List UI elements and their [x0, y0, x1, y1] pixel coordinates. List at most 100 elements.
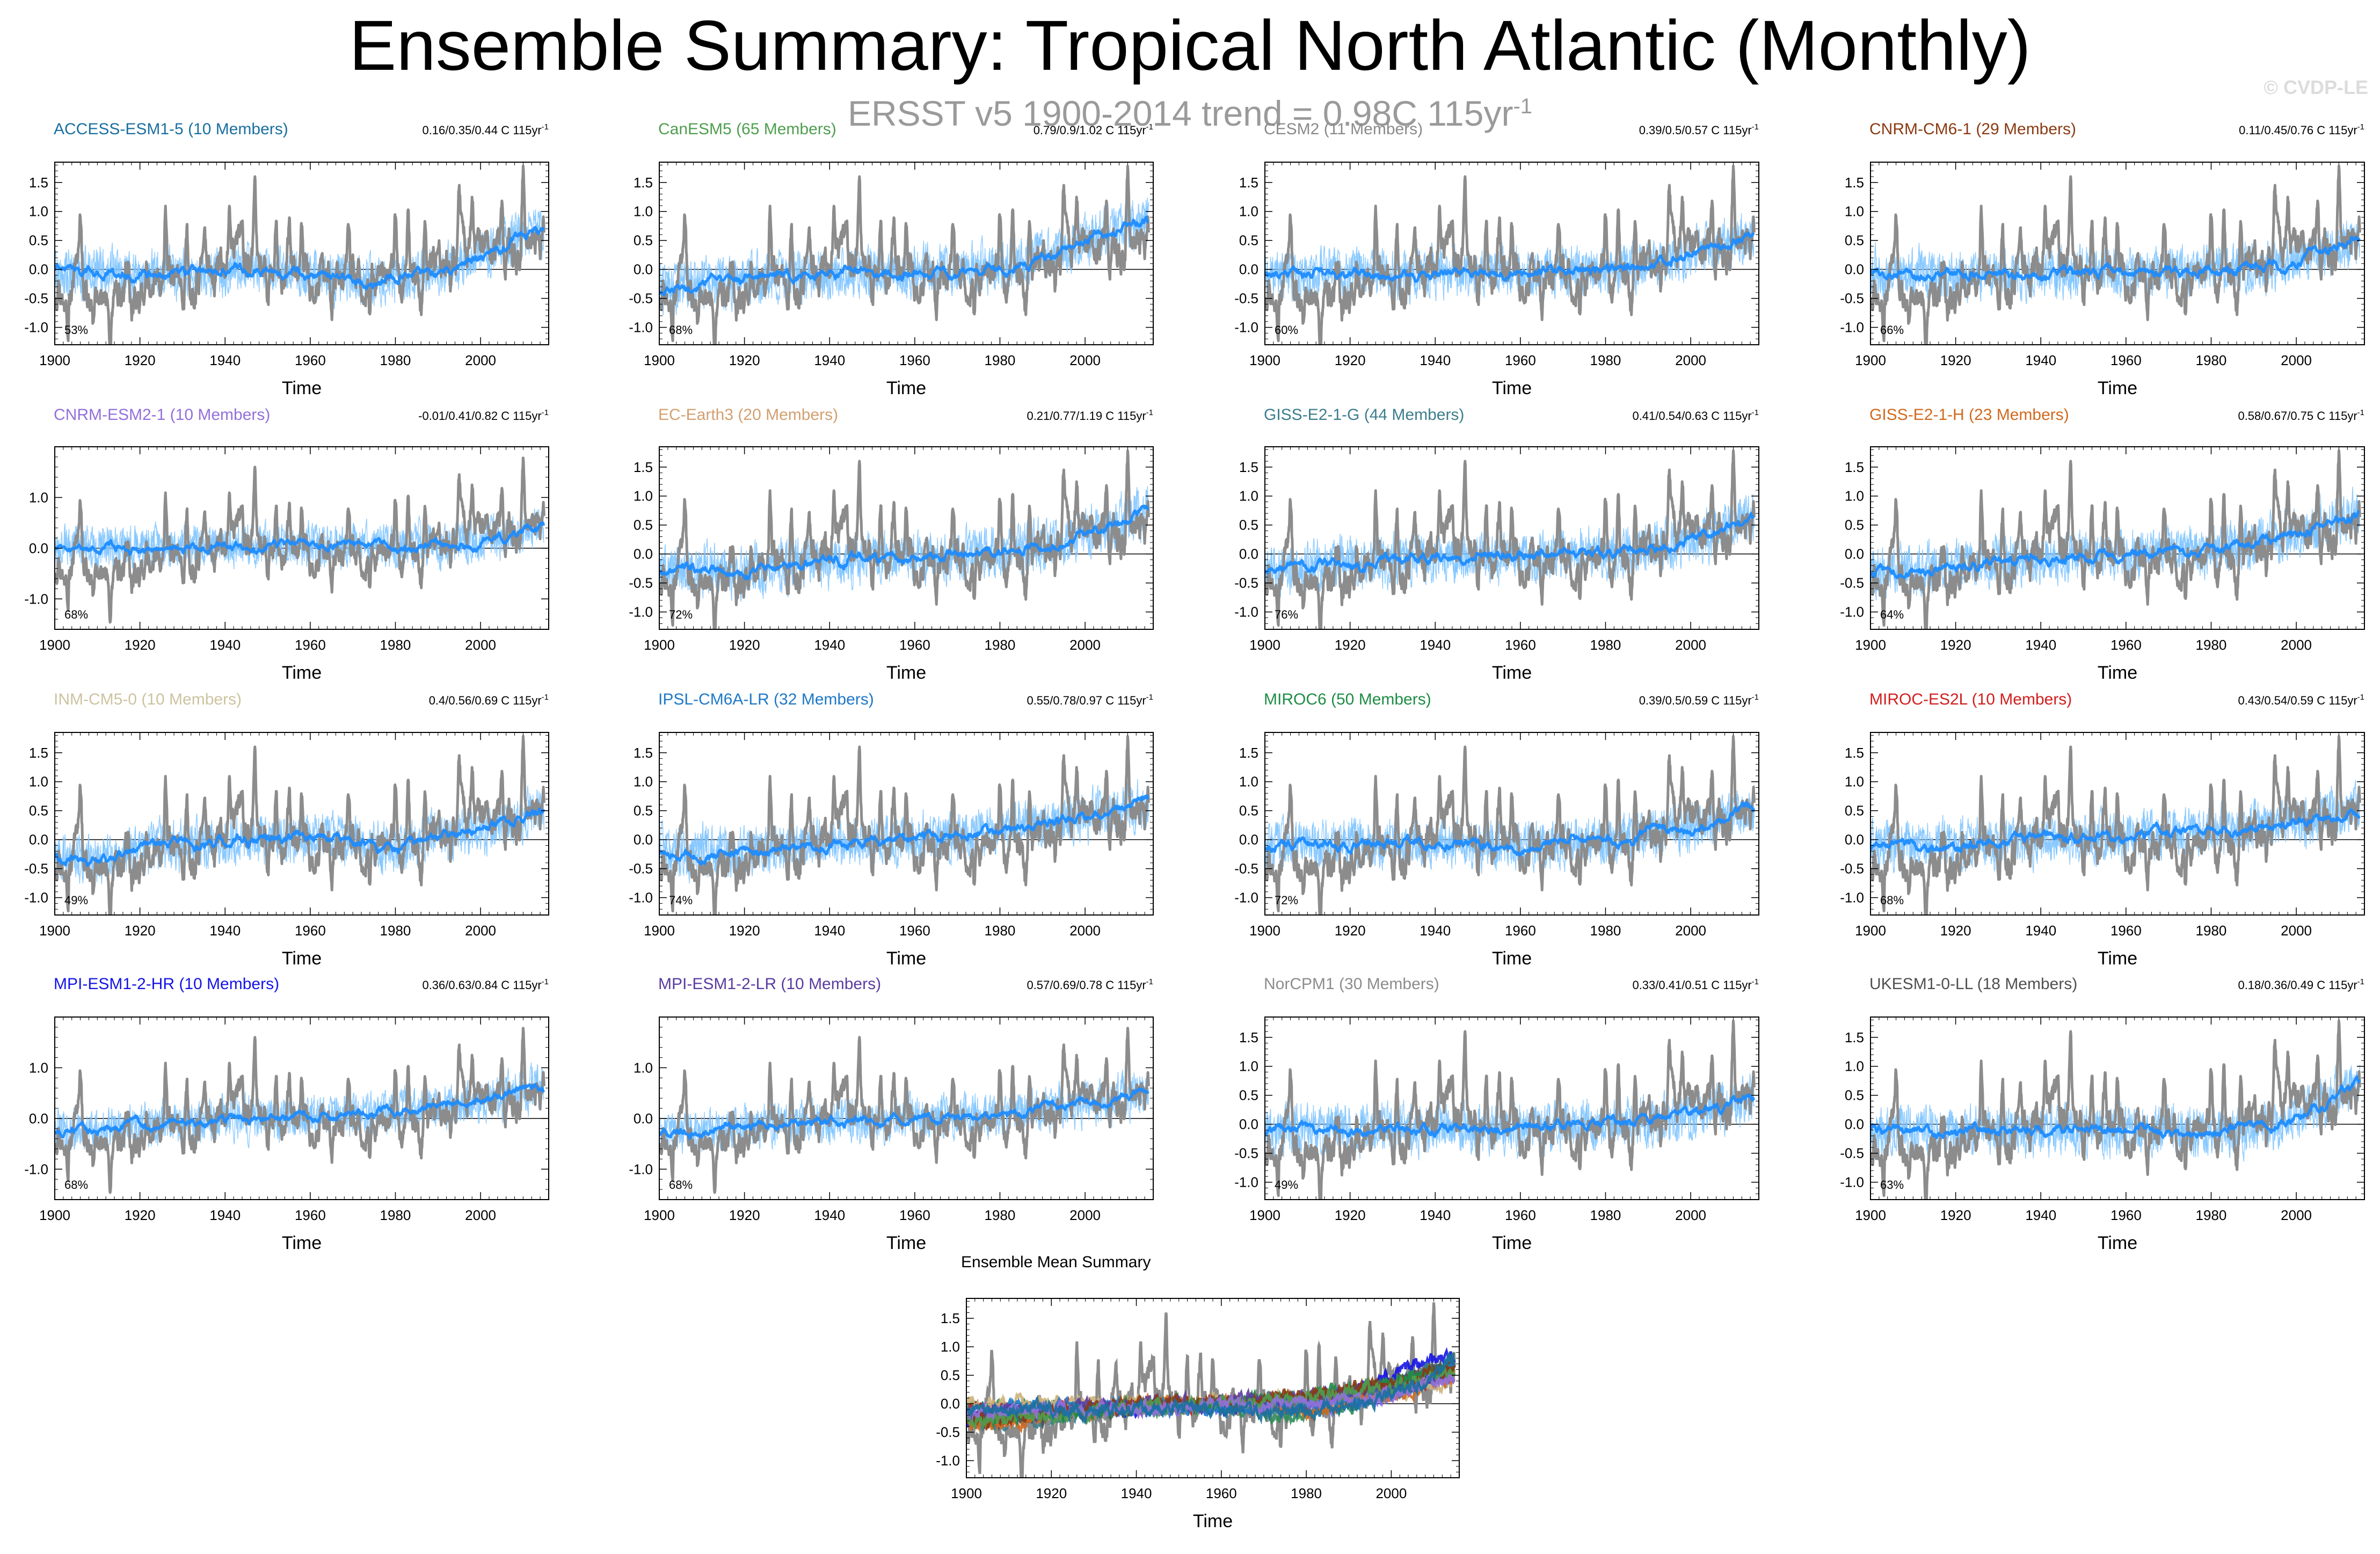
percent-label: 49% — [64, 894, 88, 907]
y-tick-label: 0.0 — [1239, 1116, 1258, 1132]
x-tick-label: 1960 — [295, 637, 326, 653]
panel-title: NorCPM1 (30 Members) — [1264, 975, 1439, 993]
x-axis-label: Time — [282, 663, 322, 683]
x-tick-label: 1900 — [39, 637, 70, 653]
x-tick-label: 2000 — [465, 352, 496, 368]
x-tick-label: 1940 — [209, 637, 241, 653]
x-tick-label: 1920 — [729, 352, 760, 368]
subtitle-exponent: -1 — [1513, 95, 1533, 118]
ensemble-mean-line — [55, 807, 545, 867]
plot-data — [659, 735, 1153, 915]
panel-title: GISS-E2-1-H (23 Members) — [1869, 406, 2069, 424]
x-axis-label: Time — [1492, 1233, 1532, 1253]
y-tick-label: -0.5 — [24, 861, 48, 877]
chart-panel: EC-Earth3 (20 Members) 0.21/0.77/1.19 C 1… — [629, 406, 1154, 683]
trend-exponent: -1 — [2357, 408, 2364, 417]
x-axis-label: Time — [2098, 663, 2137, 683]
plot-data — [55, 456, 549, 624]
y-tick-label: 1.0 — [29, 774, 48, 790]
panel-title: IPSL-CM6A-LR (32 Members) — [658, 691, 874, 708]
chart-panel: ACCESS-ESM1-5 (10 Members) 0.16/0.35/0.44… — [24, 120, 549, 398]
ensemble-mean-line — [659, 794, 1149, 866]
y-tick-label: 1.0 — [1845, 204, 1864, 220]
x-tick-label: 1980 — [380, 637, 411, 653]
trend-value: 0.39/0.5/0.57 C 115yr — [1639, 124, 1752, 137]
y-tick-label: 1.0 — [29, 489, 48, 505]
x-tick-label: 1900 — [1855, 1207, 1886, 1223]
x-tick-label: 1900 — [644, 352, 675, 368]
panel-title: ACCESS-ESM1-5 (10 Members) — [54, 120, 288, 138]
x-tick-label: 1940 — [2025, 637, 2056, 653]
x-tick-label: 1900 — [1249, 637, 1280, 653]
trend-value: 0.43/0.54/0.59 C 115yr — [2238, 694, 2357, 707]
x-tick-label: 1960 — [2110, 352, 2142, 368]
x-tick-label: 1940 — [1420, 923, 1451, 939]
y-tick-label: 0.0 — [634, 546, 653, 562]
trend-label: 0.18/0.36/0.49 C 115yr-1 — [2238, 977, 2364, 992]
observed-line — [1870, 449, 2361, 629]
ensemble-mean-line — [659, 1087, 1149, 1140]
trend-exponent: -1 — [1752, 693, 1759, 702]
chart-panel: MPI-ESM1-2-LR (10 Members) 0.57/0.69/0.78… — [629, 975, 1154, 1253]
percent-label: 49% — [1275, 1178, 1298, 1192]
y-tick-label: 1.0 — [29, 1059, 48, 1076]
x-tick-label: 2000 — [1069, 637, 1101, 653]
plot-data — [55, 1027, 549, 1194]
x-tick-label: 1920 — [1335, 1207, 1366, 1223]
x-tick-label: 1980 — [380, 923, 411, 939]
trend-value: 0.33/0.41/0.51 C 115yr — [1632, 978, 1751, 992]
plot-data — [966, 1302, 1459, 1478]
percent-label: 72% — [1275, 894, 1298, 907]
ensemble-mean-line — [1870, 1075, 2361, 1139]
x-tick-label: 1940 — [814, 1207, 845, 1223]
y-tick-label: 1.5 — [634, 459, 653, 475]
y-tick-label: 0.5 — [1239, 517, 1258, 533]
x-tick-label: 1920 — [125, 1207, 156, 1223]
trend-label: 0.43/0.54/0.59 C 115yr-1 — [2238, 693, 2364, 707]
x-tick-label: 1920 — [1940, 637, 1971, 653]
x-axis-label: Time — [1492, 948, 1532, 969]
x-axis-label: Time — [1492, 663, 1532, 683]
y-tick-label: 1.0 — [634, 1059, 653, 1076]
chart-panel: INM-CM5-0 (10 Members) 0.4/0.56/0.69 C 11… — [24, 691, 549, 969]
x-tick-label: 1960 — [295, 352, 326, 368]
chart-panel: Ensemble Mean Summary -1.0 -0.5 0.0 0.5 1.0 1.… — [936, 1253, 1460, 1531]
x-tick-label: 1920 — [125, 637, 156, 653]
y-tick-label: 0.0 — [29, 1110, 48, 1127]
y-tick-label: -0.5 — [629, 575, 653, 591]
x-tick-label: 1900 — [1249, 352, 1280, 368]
percent-label: 68% — [669, 323, 693, 337]
x-axis-label: Time — [886, 378, 926, 398]
observed-line — [1870, 735, 2361, 915]
x-tick-label: 1960 — [2110, 637, 2142, 653]
y-tick-label: 1.0 — [1845, 488, 1864, 504]
plot-data — [55, 735, 549, 915]
chart-panel: CNRM-CM6-1 (29 Members) 0.11/0.45/0.76 C … — [1840, 120, 2365, 398]
y-tick-label: -1.0 — [1234, 890, 1258, 906]
model-mean-line — [966, 1373, 1455, 1422]
trend-exponent: -1 — [542, 977, 549, 986]
observed-line — [1265, 165, 1756, 345]
x-tick-label: 1980 — [380, 352, 411, 368]
y-tick-label: 1.5 — [29, 175, 48, 191]
x-tick-label: 1940 — [2025, 1207, 2056, 1223]
x-tick-label: 1980 — [985, 352, 1016, 368]
y-tick-label: -1.0 — [1234, 319, 1258, 336]
percent-label: 60% — [1275, 323, 1298, 337]
y-tick-label: 1.5 — [1845, 175, 1864, 191]
percent-label: 64% — [1880, 608, 1904, 621]
x-tick-label: 2000 — [2281, 637, 2312, 653]
x-tick-label: 2000 — [1069, 923, 1101, 939]
y-tick-label: 0.5 — [1239, 803, 1258, 819]
x-tick-label: 1960 — [1206, 1485, 1237, 1501]
trend-value: 0.41/0.54/0.63 C 115yr — [1632, 409, 1751, 423]
plot-data — [1870, 165, 2364, 345]
x-tick-label: 1920 — [1940, 923, 1971, 939]
x-tick-label: 1940 — [209, 352, 241, 368]
x-tick-label: 1960 — [899, 352, 930, 368]
percent-label: 72% — [669, 608, 693, 621]
y-tick-label: 1.0 — [1239, 204, 1258, 220]
trend-exponent: -1 — [1752, 977, 1759, 986]
x-tick-label: 2000 — [1069, 352, 1101, 368]
percent-label: 68% — [64, 608, 88, 621]
